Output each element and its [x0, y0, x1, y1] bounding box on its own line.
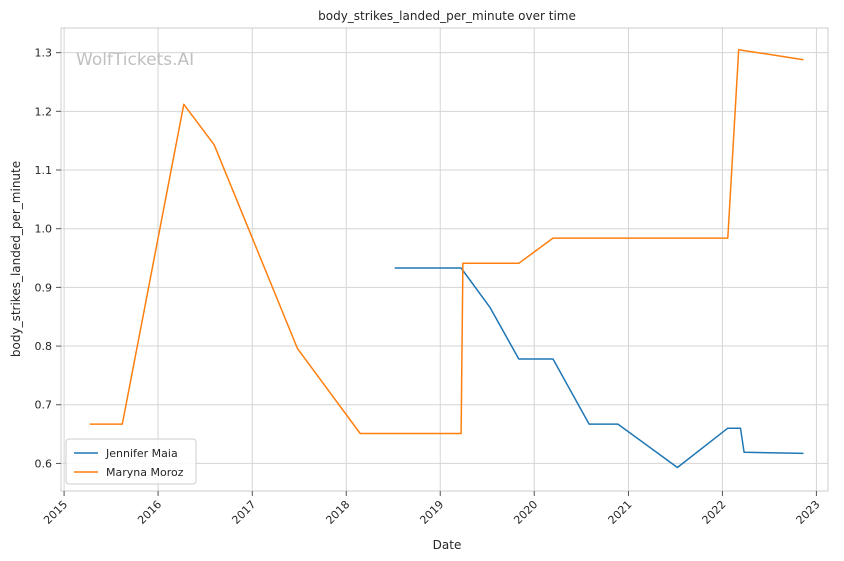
- y-tick-label: 0.8: [35, 340, 53, 353]
- x-tick-label: 2021: [606, 498, 635, 527]
- grid: [61, 28, 828, 491]
- plot-frame: [60, 27, 829, 492]
- y-axis-label: body_strikes_landed_per_minute: [9, 161, 23, 357]
- y-tick-label: 1.1: [35, 164, 53, 177]
- chart-title: body_strikes_landed_per_minute over time: [318, 9, 576, 23]
- x-axis-label: Date: [433, 538, 462, 552]
- series-lines: [89, 48, 804, 469]
- series-line-jennifer-maia: [394, 267, 804, 469]
- y-axis-ticks: 0.6 0.7 0.8 0.9 1.0 1.1 1.2 1.3: [35, 47, 61, 470]
- x-tick-label: 2015: [41, 498, 70, 527]
- legend-label: Maryna Moroz: [106, 466, 184, 479]
- y-tick-label: 1.0: [35, 223, 53, 236]
- y-tick-label: 1.2: [35, 105, 53, 118]
- y-tick-label: 1.3: [35, 47, 53, 60]
- y-tick-label: 0.9: [35, 281, 53, 294]
- watermark: WolfTickets.AI: [76, 50, 194, 70]
- legend-label: Jennifer Maia: [105, 447, 178, 460]
- series-line-maryna-moroz: [89, 48, 804, 435]
- x-axis-ticks: 2015 2016 2017 2018 2019 2020 2021 2022 2023: [41, 491, 823, 527]
- x-tick-label: 2017: [229, 498, 258, 527]
- x-tick-label: 2018: [323, 498, 352, 527]
- x-tick-label: 2023: [794, 498, 823, 527]
- legend-box: [65, 438, 197, 485]
- y-tick-label: 0.6: [35, 457, 53, 470]
- legend: Jennifer Maia Maryna Moroz: [65, 438, 197, 485]
- x-tick-label: 2022: [700, 498, 729, 527]
- x-tick-label: 2020: [511, 498, 540, 527]
- x-tick-label: 2019: [417, 498, 446, 527]
- y-tick-label: 0.7: [35, 399, 53, 412]
- x-tick-label: 2016: [135, 498, 164, 527]
